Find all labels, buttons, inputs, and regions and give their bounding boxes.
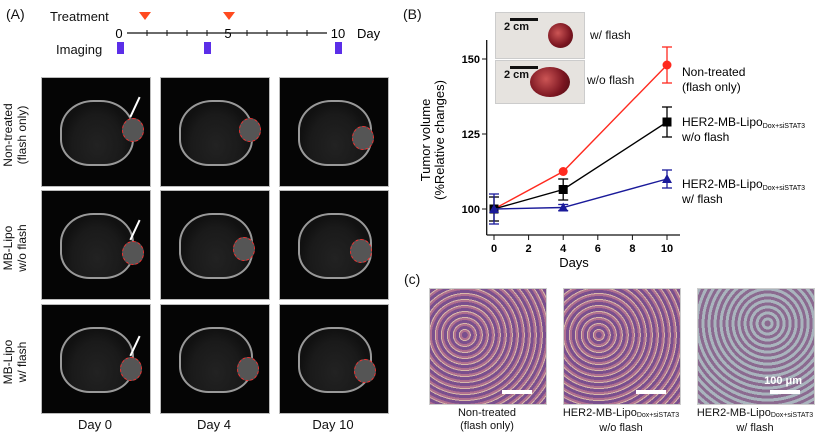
caption-subscript: Dox+siSTAT3 (636, 412, 680, 419)
tumor-outline (239, 118, 261, 142)
mri-image (279, 77, 389, 187)
row-label-line: MB-Lipo (1, 225, 15, 271)
treatment-marker (139, 12, 151, 20)
column-label: Day 10 (312, 417, 354, 432)
tumor-outline (350, 239, 372, 263)
data-point (662, 60, 672, 70)
imaging-marker (117, 42, 124, 54)
x-axis-label: Days (559, 255, 589, 270)
legend-label: Non-treated (flash only) (682, 65, 745, 94)
column-label: Day 0 (78, 417, 112, 432)
scale-text: 2 cm (504, 69, 530, 81)
tumor-outline (352, 126, 374, 150)
caption-line: w/o flash (599, 422, 643, 434)
tumor-outline (122, 118, 144, 142)
timeline-tick-label: 0 (115, 26, 122, 41)
caption-line: Non-treated (457, 407, 517, 419)
panel-a-label: (A) (6, 6, 25, 22)
timeline-tick-label: 5 (224, 26, 231, 41)
timeline-tick-label: 10 (331, 26, 345, 41)
row-label-line: w/o flash (15, 224, 29, 272)
tumor-photo-without-flash: 2 cm (495, 60, 585, 104)
data-point (662, 117, 672, 127)
row-label-line: (flash only) (15, 105, 29, 165)
arrow-icon (129, 96, 141, 118)
data-point (489, 204, 499, 213)
caption-line: (flash only) (460, 420, 514, 432)
imaging-label: Imaging (56, 42, 103, 57)
treatment-label: Treatment (50, 9, 109, 24)
photo-caption: w/ flash (590, 28, 631, 42)
panel-c-label: (c) (404, 271, 421, 287)
data-point (558, 202, 569, 212)
mri-image (160, 190, 270, 300)
tumor-outline (122, 241, 144, 265)
y-tick-label: 100 (462, 204, 480, 216)
tumor-outline (120, 357, 142, 381)
mri-image (41, 190, 151, 300)
caption-line: HER2-MB-Lipo (562, 407, 637, 419)
histology-with-flash: 100 μm (697, 288, 815, 405)
scale-text: 2 cm (504, 21, 530, 33)
mri-image (160, 304, 270, 414)
day-label: Day (357, 26, 381, 41)
x-tick-label: 4 (560, 243, 567, 255)
series-2 (489, 169, 672, 225)
column-label: Day 4 (197, 417, 231, 432)
y-axis-label-line: (%Relative changes) (432, 80, 447, 200)
photo-caption: w/o flash (587, 73, 635, 87)
histology-caption: Non-treated (flash only) (419, 407, 555, 433)
treatment-marker (223, 12, 235, 20)
y-axis-label-line: Tumor volume (418, 99, 433, 182)
caption-line: w/ flash (736, 422, 774, 434)
scale-bar-label: 100 μm (764, 375, 802, 387)
imaging-marker (204, 42, 211, 54)
row-label-line: Non-treated (1, 103, 15, 167)
x-tick-label: 2 (526, 243, 532, 255)
mri-image (41, 304, 151, 414)
caption-line: HER2-MB-Lipo (696, 407, 771, 419)
y-tick-label: 125 (462, 129, 480, 141)
row-label-line: MB-Lipo (1, 339, 15, 385)
mri-image (160, 77, 270, 187)
tumor-photo-with-flash: 2 cm (495, 12, 585, 59)
tumor-volume-chart: 100 125 150 0 2 4 6 8 10 Days Tumor volume (%Relati… (418, 40, 805, 270)
mri-image (279, 304, 389, 414)
y-axis-label: Tumor volume (%Relative changes) (418, 80, 447, 200)
x-tick-label: 0 (491, 243, 497, 255)
caption-subscript: Dox+siSTAT3 (770, 412, 814, 419)
mri-image (279, 190, 389, 300)
x-tick-label: 6 (595, 243, 601, 255)
legend-label: HER2-MB-LipoDox+siSTAT3 w/ flash (681, 177, 805, 206)
x-tick-label: 10 (661, 243, 673, 255)
series-line (493, 121, 668, 210)
row-label: Non-treated (flash only) (1, 80, 29, 190)
tumor-outline (354, 359, 376, 383)
data-point (558, 185, 568, 194)
histology-non-treated (429, 288, 547, 405)
data-point (662, 174, 672, 183)
panel-b-label: (B) (403, 6, 422, 22)
histology-without-flash (563, 288, 681, 405)
x-tick-label: 8 (629, 243, 635, 255)
row-label: MB-Lipo w/o flash (1, 193, 29, 303)
imaging-marker (335, 42, 342, 54)
y-tick-label: 150 (462, 54, 480, 66)
tumor-outline (237, 357, 259, 381)
series-line (493, 178, 668, 210)
row-label-line: w/ flash (15, 341, 29, 383)
data-point (558, 167, 568, 176)
series-1 (489, 106, 672, 222)
row-label: MB-Lipo w/ flash (1, 307, 29, 417)
histology-caption: HER2-MB-LipoDox+siSTAT3 w/o flash (553, 407, 689, 435)
tumor-outline (233, 237, 255, 261)
mri-image (41, 77, 151, 187)
histology-caption: HER2-MB-LipoDox+siSTAT3 w/ flash (687, 407, 823, 435)
timeline: 0 5 10 Day (115, 12, 381, 54)
legend-label: HER2-MB-LipoDox+siSTAT3 w/o flash (681, 115, 805, 144)
